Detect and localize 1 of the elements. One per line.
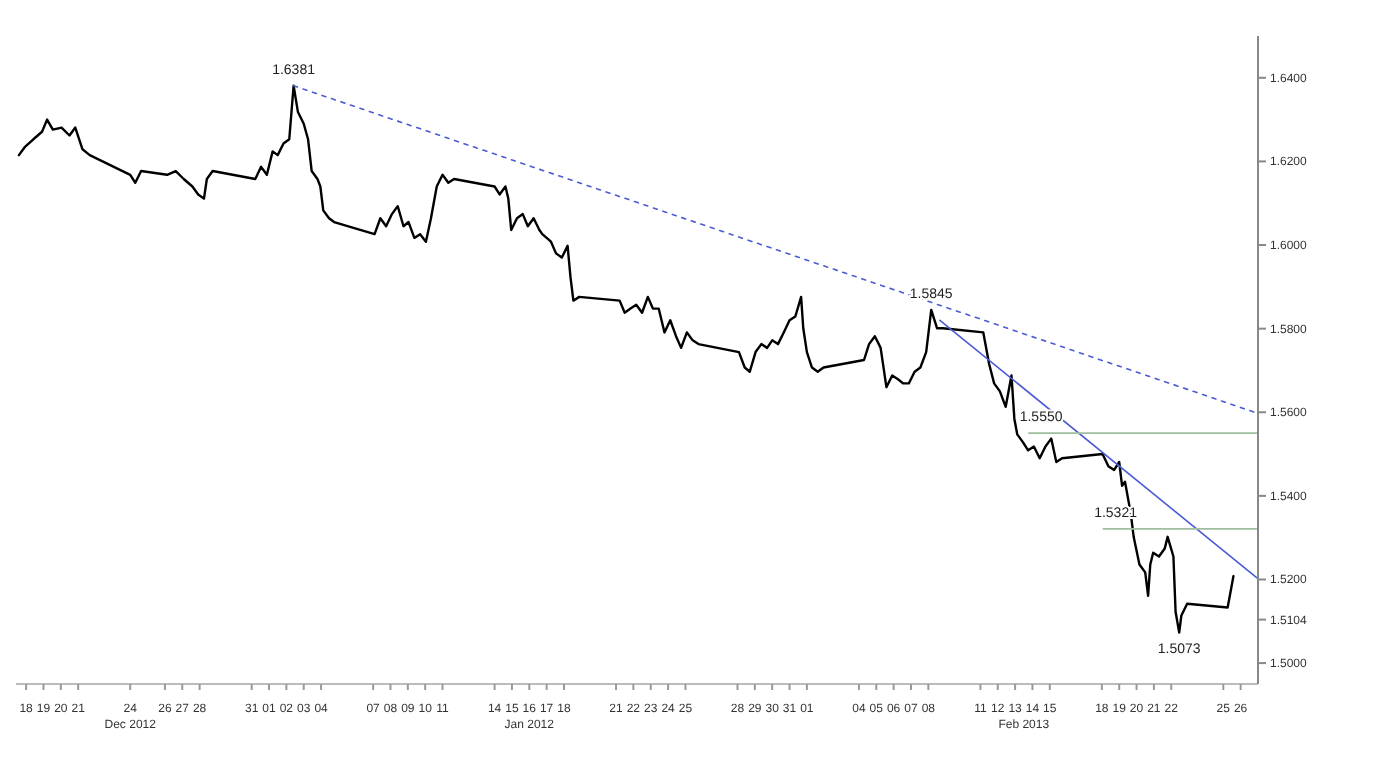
line-series: [17, 84, 1235, 634]
